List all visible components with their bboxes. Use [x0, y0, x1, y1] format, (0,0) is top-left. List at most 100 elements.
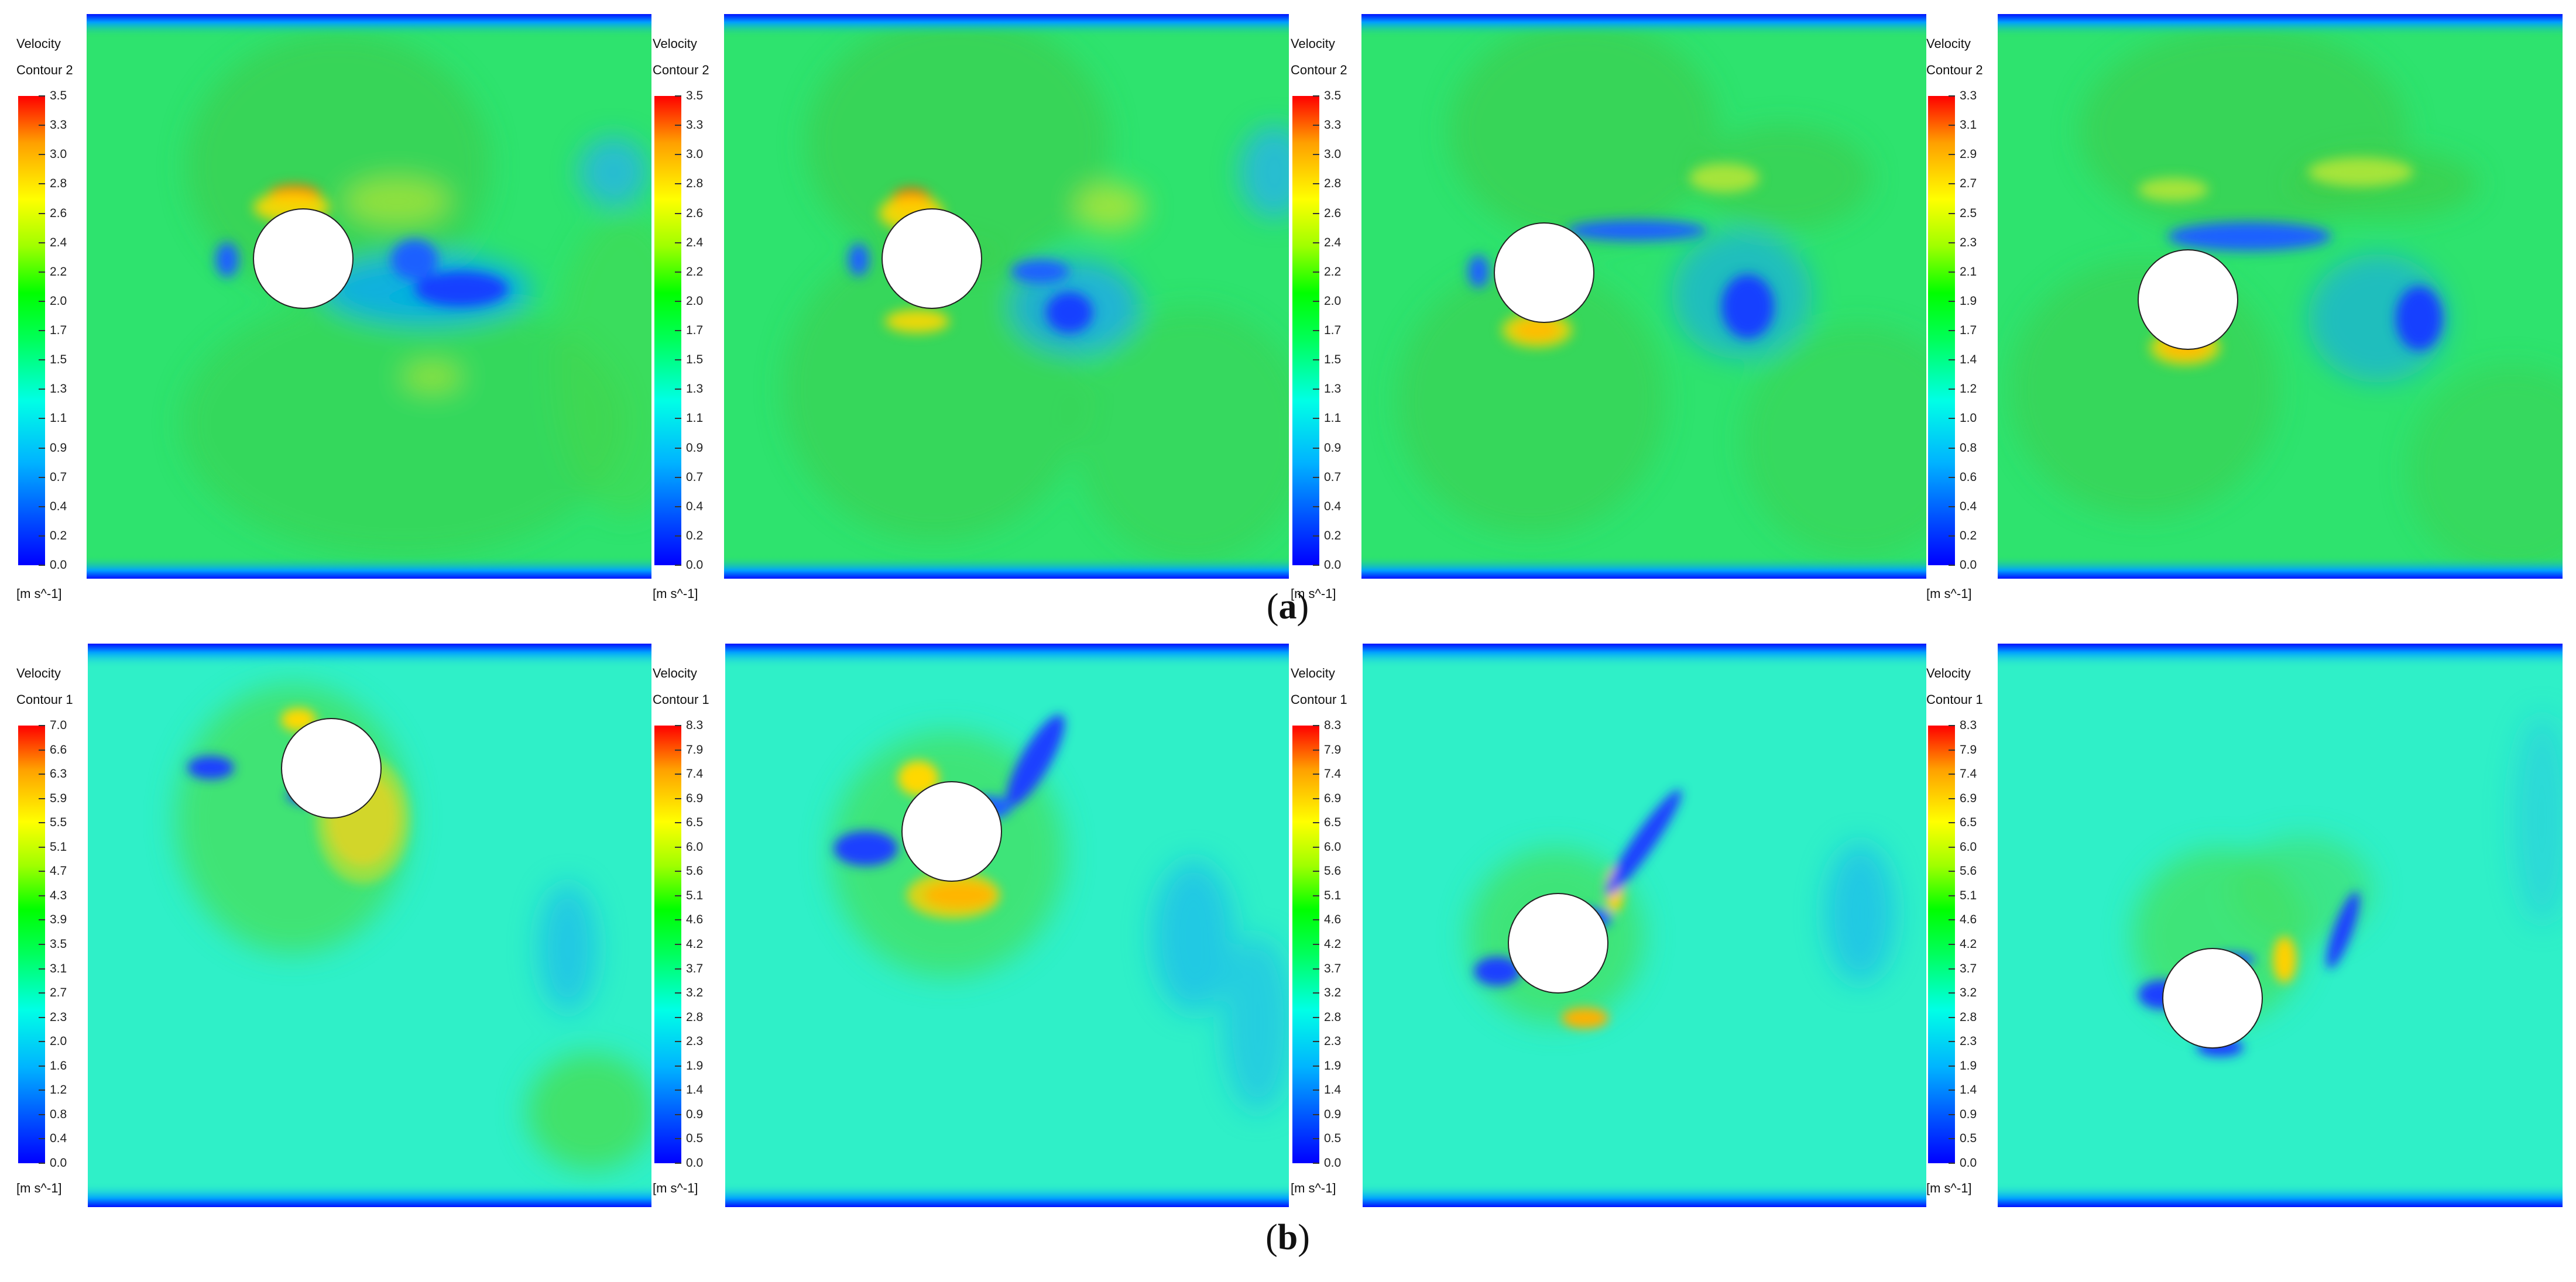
legend-tick-mark [1313, 871, 1319, 872]
legend-tick-mark [675, 300, 681, 302]
legend-tick-mark [675, 1138, 681, 1140]
legend-tick-label: 0.0 [1324, 558, 1342, 572]
legend-tick-mark [1949, 1065, 1955, 1067]
legend-unit: [m s^-1] [1926, 1181, 1972, 1195]
color-legend: Velocity Contour 1 [m s^-1] 8.3 7.9 7.4 6.9 6… [1926, 660, 1995, 1204]
legend-tick-label: 4.2 [1960, 937, 1977, 951]
legend-tick-mark [1949, 871, 1955, 872]
legend-tick-mark [39, 774, 45, 775]
legend-tick-mark [1313, 944, 1319, 945]
legend-tick-label: 6.6 [50, 743, 67, 757]
legend-tick-label: 5.5 [50, 816, 67, 830]
legend-tick-mark [675, 968, 681, 970]
legend-tick-label: 0.0 [686, 1156, 704, 1170]
legend-tick-mark [39, 1089, 45, 1091]
legend-tick-label: 2.2 [686, 264, 704, 279]
legend-tick-mark [675, 125, 681, 126]
legend-tick-label: 1.2 [1960, 382, 1977, 396]
legend-tick-mark [39, 1163, 45, 1164]
velocity-field [1363, 644, 1926, 1207]
legend-tick-mark [675, 476, 681, 478]
velocity-field [725, 644, 1289, 1207]
legend-tick-label: 0.9 [686, 441, 704, 455]
legend-tick-mark [39, 1065, 45, 1067]
legend-tick-label: 3.1 [1960, 118, 1977, 132]
cylinder [253, 208, 354, 309]
legend-tick-label: 5.9 [50, 791, 67, 805]
legend-tick-mark [1949, 1089, 1955, 1091]
legend-tick-mark [1313, 1041, 1319, 1043]
legend-tick-label: 0.7 [1324, 470, 1342, 484]
legend-tick-mark [675, 919, 681, 921]
legend-tick-label: 6.9 [686, 791, 704, 805]
legend-tick-label: 1.7 [50, 324, 67, 337]
legend-tick-mark [1949, 798, 1955, 799]
legend-tick-label: 3.3 [50, 118, 67, 132]
legend-tick-label: 2.6 [50, 206, 67, 220]
legend-tick-mark [1949, 895, 1955, 896]
legend-tick-mark [675, 418, 681, 420]
legend-tick-label: 0.9 [1960, 1107, 1977, 1121]
legend-tick-label: 1.3 [686, 382, 704, 396]
legend-tick-label: 2.8 [1960, 1010, 1977, 1024]
legend-tick-mark [39, 822, 45, 824]
legend-tick-label: 3.3 [686, 118, 704, 132]
legend-tick-mark [39, 749, 45, 751]
color-legend: Velocity Contour 2 [m s^-1] 3.5 3.3 3.0 2.8 2… [653, 30, 722, 601]
legend-tick-label: 2.4 [686, 235, 704, 249]
legend-tick-mark [1313, 725, 1319, 726]
velocity-field [1361, 14, 1926, 579]
legend-tick-mark [1313, 359, 1319, 361]
legend-tick-label: 1.7 [1324, 324, 1342, 337]
legend-tick-label: 0.7 [50, 470, 67, 484]
legend-tick-label: 7.4 [1960, 767, 1977, 781]
legend-tick-mark [1313, 992, 1319, 994]
legend-tick-label: 6.0 [1960, 840, 1977, 854]
legend-tick-label: 5.6 [1324, 864, 1342, 878]
legend-tick-mark [1949, 242, 1955, 243]
legend-tick-label: 1.9 [686, 1058, 704, 1073]
legend-tick-label: 1.4 [1324, 1083, 1342, 1097]
legend-tick-mark [39, 895, 45, 896]
legend-unit: [m s^-1] [1926, 586, 1972, 601]
legend-tick-mark [1313, 506, 1319, 507]
legend-tick-mark [39, 846, 45, 848]
legend-tick-mark [1949, 506, 1955, 507]
legend-tick-mark [39, 183, 45, 185]
legend-tick-mark [1313, 798, 1319, 799]
legend-tick-mark [1949, 749, 1955, 751]
legend-tick-mark [1313, 154, 1319, 156]
legend-tick-mark [675, 1065, 681, 1067]
legend-tick-label: 4.6 [1960, 913, 1977, 927]
legend-tick-mark [39, 447, 45, 449]
legend-tick-label: 2.8 [686, 1010, 704, 1024]
legend-title: Velocity Contour 2 [16, 36, 73, 77]
legend-tick-label: 0.7 [686, 470, 704, 484]
legend-tick-mark [39, 919, 45, 921]
legend-tick-mark [675, 535, 681, 537]
legend-tick-mark [675, 271, 681, 273]
legend-tick-label: 2.8 [686, 177, 704, 191]
legend-tick-label: 2.8 [1324, 1010, 1342, 1024]
legend-tick-label: 2.0 [1324, 294, 1342, 308]
legend-tick-mark [1313, 535, 1319, 537]
legend-tick-label: 3.5 [1324, 89, 1342, 102]
velocity-field [1998, 644, 2563, 1207]
color-legend: Velocity Contour 2 [m s^-1] 3.5 3.3 3.0 2.8 2… [1291, 30, 1360, 601]
cylinder [2138, 249, 2238, 350]
legend-tick-mark [39, 506, 45, 507]
legend-tick-label: 7.4 [686, 767, 704, 781]
legend-tick-mark [1949, 212, 1955, 214]
legend-tick-label: 1.1 [686, 411, 704, 425]
color-legend: Velocity Contour 1 [m s^-1] 8.3 7.9 7.4 6.9 6… [653, 660, 722, 1204]
legend-tick-label: 2.1 [1960, 264, 1977, 279]
legend-tick-label: 1.3 [1324, 382, 1342, 396]
legend-tick-mark [675, 183, 681, 185]
legend-unit: [m s^-1] [653, 586, 698, 601]
velocity-field [1998, 14, 2563, 579]
legend-tick-label: 0.8 [50, 1107, 67, 1121]
legend-tick-mark [39, 725, 45, 726]
legend-tick-mark [1949, 725, 1955, 726]
contour-panel-b4 [1998, 644, 2563, 1207]
legend-tick-label: 0.0 [50, 1156, 67, 1170]
